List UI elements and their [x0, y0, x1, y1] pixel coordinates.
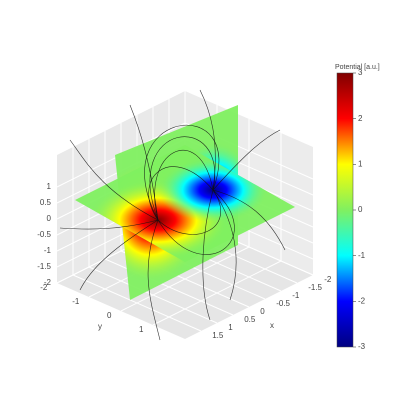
- colorbar-tick-label: 3: [358, 68, 363, 77]
- z-tick-label: 0.5: [40, 198, 52, 207]
- grid-line: [152, 260, 282, 326]
- colorbar-tick-label: 1: [358, 159, 363, 168]
- x-axis-label: x: [270, 321, 274, 330]
- x-tick-label: -0.5: [276, 299, 290, 308]
- z-tick-label: -2: [44, 278, 52, 287]
- colorbar-tick-label: 0: [358, 205, 363, 214]
- colorbar-tick-label: -2: [358, 296, 366, 305]
- colorbar-tick-label: -3: [358, 342, 366, 351]
- y-axis-label: y: [98, 322, 102, 331]
- x-tick-label: -2: [324, 275, 332, 284]
- colorbar: [336, 72, 354, 348]
- colorbar-tick-label: 2: [358, 114, 363, 123]
- z-tick-label: 1: [47, 182, 52, 191]
- x-tick-label: -1.5: [308, 283, 322, 292]
- z-tick-label: -1: [44, 246, 52, 255]
- z-tick-label: -1.5: [37, 262, 51, 271]
- x-tick-label: -1: [292, 291, 300, 300]
- y-tick-label: 1: [139, 325, 144, 334]
- y-tick-label: 0: [107, 311, 112, 320]
- x-tick-label: 1.5: [212, 331, 224, 340]
- colorbar-tick-label: -1: [358, 251, 366, 260]
- y-tick-label: -1: [72, 297, 80, 306]
- z-tick-label: -0.5: [37, 230, 51, 239]
- colorbar-title: Potential [a.u.]: [335, 64, 380, 71]
- x-tick-label: 1: [228, 323, 233, 332]
- grid-line: [120, 246, 250, 312]
- z-tick-label: 0: [47, 214, 52, 223]
- x-tick-label: 0.5: [244, 315, 256, 324]
- y-tick-label: -2: [40, 283, 48, 292]
- x-tick-label: 0: [260, 307, 265, 316]
